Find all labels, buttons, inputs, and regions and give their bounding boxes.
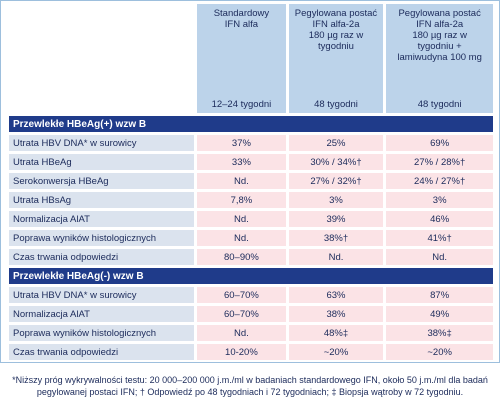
data-row: Utrata HBV DNA* w surowicy 37% 25% 69% [9, 135, 493, 151]
row-label: Utrata HBeAg [9, 154, 195, 170]
header-blank [9, 4, 195, 113]
value-cell: 48%‡ [288, 325, 384, 341]
header-duration: 12–24 tygodni [211, 99, 272, 110]
value-cell: 10-20% [197, 344, 286, 360]
data-row: Normalizacja AlAT 60–70% 38% 49% [9, 306, 493, 322]
table-frame: Standardowy IFN alfa 12–24 tygodni Pegylowa… [0, 0, 500, 363]
row-label: Poprawa wyników histologicznych [9, 230, 195, 246]
value-cell: 63% [288, 287, 384, 303]
header-line: Pegylowana postać [294, 8, 378, 19]
header-cell: Pegylowana postać IFN alfa-2a 180 µg raz w… [386, 4, 493, 113]
data-row: Utrata HBeAg 33% 30% / 34%† 27% / 28%† [9, 154, 493, 170]
header-line: IFN alfa [224, 19, 259, 30]
value-cell: 38%‡ [386, 325, 493, 341]
row-label: Czas trwania odpowiedzi [9, 344, 195, 360]
header-line: Pegylowana postać [398, 8, 481, 19]
value-cell: 3% [386, 192, 493, 208]
header-cell: Pegylowana postać IFN alfa-2a 180 µg raz w… [288, 4, 384, 113]
value-cell: 60–70% [197, 287, 286, 303]
value-cell: 87% [386, 287, 493, 303]
section-title: Przewlekłe HBeAg(-) wzw B [9, 268, 493, 284]
row-label: Utrata HBsAg [9, 192, 195, 208]
header-line: 180 µg raz w tygodniu [308, 30, 364, 52]
row-label: Normalizacja AlAT [9, 211, 195, 227]
value-cell: 30% / 34%† [288, 154, 384, 170]
value-cell: 80–90% [197, 249, 286, 265]
value-cell: 24% / 27%† [386, 173, 493, 189]
data-row: Normalizacja AlAT Nd. 39% 46% [9, 211, 493, 227]
row-label: Czas trwania odpowiedzi [9, 249, 195, 265]
header-line: IFN alfa-2a [416, 19, 464, 30]
value-cell: 39% [288, 211, 384, 227]
value-cell: 27% / 28%† [386, 154, 493, 170]
value-cell: 37% [197, 135, 286, 151]
section-row: Przewlekłe HBeAg(+) wzw B [9, 116, 493, 132]
header-duration: 48 tygodni [417, 99, 462, 110]
value-cell: 46% [386, 211, 493, 227]
value-cell: Nd. [288, 249, 384, 265]
header-line: Standardowy [213, 8, 270, 19]
footnote: *Niższy próg wykrywalności testu: 20 000… [12, 375, 488, 397]
row-label: Normalizacja AlAT [9, 306, 195, 322]
data-row: Czas trwania odpowiedzi 80–90% Nd. Nd. [9, 249, 493, 265]
row-label: Utrata HBV DNA* w surowicy [9, 135, 195, 151]
value-cell: Nd. [386, 249, 493, 265]
value-cell: ~20% [288, 344, 384, 360]
data-row: Utrata HBsAg 7,8% 3% 3% [9, 192, 493, 208]
value-cell: ~20% [386, 344, 493, 360]
header-line: lamiwudyna 100 mg [397, 52, 482, 63]
value-cell: 25% [288, 135, 384, 151]
section-title: Przewlekłe HBeAg(+) wzw B [9, 116, 493, 132]
data-row: Poprawa wyników histologicznych Nd. 48%‡ 38… [9, 325, 493, 341]
data-row: Czas trwania odpowiedzi 10-20% ~20% ~20% [9, 344, 493, 360]
data-row: Serokonwersja HBeAg Nd. 27% / 32%† 24% / 27… [9, 173, 493, 189]
value-cell: Nd. [197, 325, 286, 341]
value-cell: 38%† [288, 230, 384, 246]
header-cell: Standardowy IFN alfa 12–24 tygodni [197, 4, 286, 113]
value-cell: 41%† [386, 230, 493, 246]
value-cell: 3% [288, 192, 384, 208]
header-line: tygodniu + [417, 41, 462, 52]
value-cell: 38% [288, 306, 384, 322]
value-cell: 27% / 32%† [288, 173, 384, 189]
value-cell: Nd. [197, 211, 286, 227]
value-cell: Nd. [197, 230, 286, 246]
row-label: Serokonwersja HBeAg [9, 173, 195, 189]
header-line: IFN alfa-2a [312, 19, 360, 30]
header-row: Standardowy IFN alfa 12–24 tygodni Pegylowa… [9, 4, 493, 113]
value-cell: 33% [197, 154, 286, 170]
header-line: 180 µg raz w [412, 30, 467, 41]
value-cell: 49% [386, 306, 493, 322]
section-row: Przewlekłe HBeAg(-) wzw B [9, 268, 493, 284]
row-label: Poprawa wyników histologicznych [9, 325, 195, 341]
data-row: Utrata HBV DNA* w surowicy 60–70% 63% 87% [9, 287, 493, 303]
value-cell: 60–70% [197, 306, 286, 322]
table: Standardowy IFN alfa 12–24 tygodni Pegylowa… [6, 1, 496, 363]
header-duration: 48 tygodni [314, 99, 358, 110]
value-cell: 7,8% [197, 192, 286, 208]
value-cell: Nd. [197, 173, 286, 189]
row-label: Utrata HBV DNA* w surowicy [9, 287, 195, 303]
data-row: Poprawa wyników histologicznych Nd. 38%† 41… [9, 230, 493, 246]
value-cell: 69% [386, 135, 493, 151]
